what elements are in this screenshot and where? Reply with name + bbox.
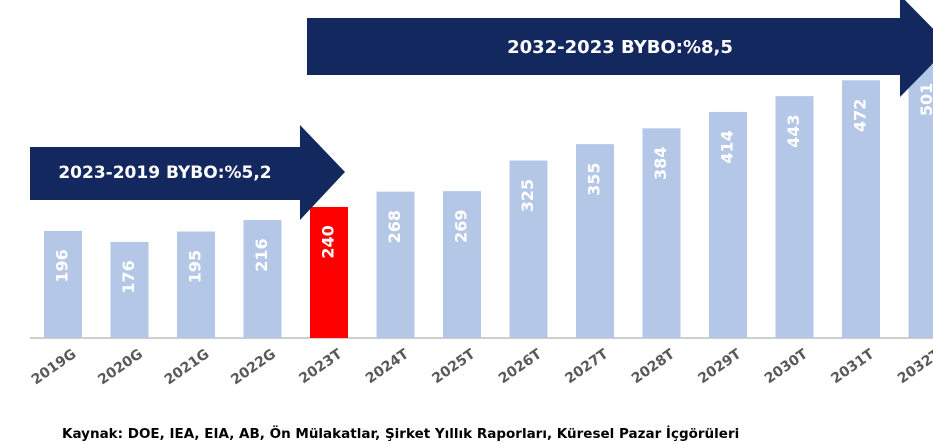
annotation: 2032-2023 BYBO:%8,5 [507, 37, 733, 58]
bar [642, 128, 681, 338]
data-label: 443 [784, 114, 803, 147]
x-tick-label: 2028T [629, 346, 678, 387]
data-label: 268 [385, 210, 404, 243]
data-label: 355 [585, 162, 604, 195]
arrow-1 [30, 125, 345, 220]
data-label: 176 [119, 260, 138, 293]
bar [842, 80, 880, 339]
data-label: 414 [718, 130, 737, 163]
bar [44, 230, 82, 338]
data-label: 240 [319, 225, 338, 258]
x-tick-label: 2026T [496, 346, 545, 387]
x-tick-label: 2031T [828, 346, 877, 387]
x-tick-label: 2023T [296, 346, 345, 387]
bar [576, 144, 614, 338]
bar [775, 96, 814, 338]
bar [243, 220, 282, 338]
data-label: 384 [651, 147, 670, 180]
data-label: 216 [252, 238, 271, 271]
x-tick-label: 2030T [762, 346, 811, 387]
bar [376, 191, 415, 338]
data-label: 472 [851, 99, 870, 132]
data-label: 325 [518, 179, 537, 212]
bar [177, 231, 215, 338]
x-tick-label: 2019G [29, 346, 80, 388]
bar [509, 160, 548, 338]
bar [443, 191, 481, 338]
x-tick-label: 2022G [228, 346, 279, 388]
bar [908, 64, 933, 338]
data-label: 195 [186, 250, 205, 283]
x-tick-label: 2025T [429, 346, 478, 387]
data-label: 501 [917, 83, 933, 116]
source: Kaynak: DOE, IEA, EIA, AB, Ön Mülakatlar… [62, 424, 739, 442]
bar [310, 206, 348, 338]
x-tick-label: 2027T [562, 346, 611, 387]
bar [110, 241, 149, 338]
x-tick-label: 2029T [695, 346, 744, 387]
data-label: 196 [53, 249, 72, 282]
x-tick-label: 2024T [363, 346, 412, 387]
bar [709, 111, 747, 339]
annotation: 2023-2019 BYBO:%5,2 [58, 163, 271, 183]
data-label: 269 [452, 209, 471, 242]
x-tick-label: 2021G [162, 346, 213, 388]
x-tick-label: 2020G [95, 346, 146, 388]
bars: 196 2019G 176 2020G 195 2021G 216 2022G 240 2023T… [29, 64, 933, 388]
x-tick-label: 2032T [895, 346, 933, 387]
arrow-2 [307, 0, 933, 97]
